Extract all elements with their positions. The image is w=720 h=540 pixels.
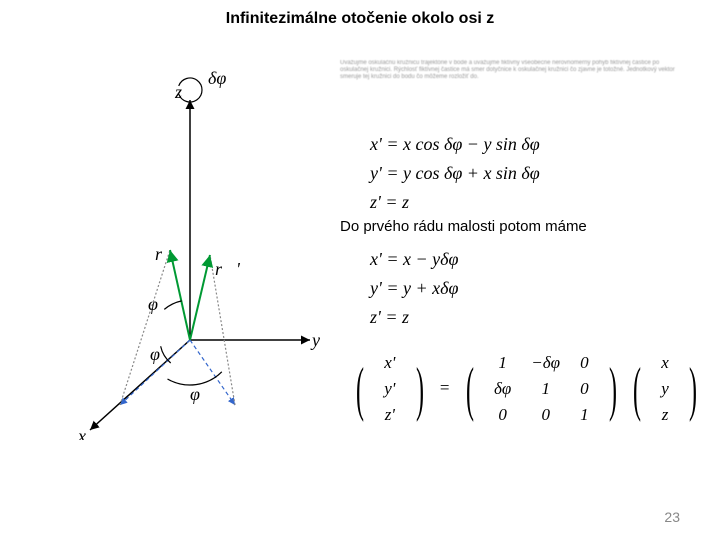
equations-approx: x' = x − yδφ y' = y + xδφ z' = z [370,245,458,331]
title-text: Infinitezimálne otočenie okolo osi z [226,10,494,27]
paren-icon: ( [356,359,364,419]
paren-icon: ) [609,359,617,419]
paren-icon: ( [466,359,474,419]
svg-text:r⃗': r⃗' [215,259,241,279]
svg-text:φ: φ [190,384,200,404]
eq-line: z' = z [370,188,540,217]
blurred-paragraph: Uvažujme oskulačnú kružnicu trajektórie … [340,60,680,120]
svg-text:z: z [174,82,182,102]
caption-approx: Do prvého rádu malosti potom máme [340,218,587,235]
svg-text:y: y [310,330,320,350]
eq-line: y' = y cos δφ + x sin δφ [370,159,540,188]
svg-text:r⃗: r⃗ [155,244,176,264]
rotation-diagram: x y z δφ r⃗ r⃗' φ φ φ [60,60,320,440]
svg-text:x: x [77,426,86,440]
page-title: Infinitezimálne otočenie okolo osi z [0,10,720,28]
eq-line: x' = x cos δφ − y sin δφ [370,130,540,159]
eq-line: x' = x − yδφ [370,245,458,274]
page-number: 23 [664,509,680,525]
paren-icon: ) [416,359,424,419]
paren-icon: ) [689,359,697,419]
matrix-equation: ( x'y'z' ) = ( 1−δφ0δφ10001 ) ( xyz ) [350,350,703,428]
equals-sign: = [434,378,456,397]
paren-icon: ( [633,359,641,419]
eq-line: y' = y + xδφ [370,274,458,303]
svg-text:φ: φ [150,344,160,364]
svg-text:φ: φ [148,294,158,314]
equations-full: x' = x cos δφ − y sin δφ y' = y cos δφ +… [370,130,540,216]
eq-line: z' = z [370,303,458,332]
svg-text:δφ: δφ [208,68,226,88]
